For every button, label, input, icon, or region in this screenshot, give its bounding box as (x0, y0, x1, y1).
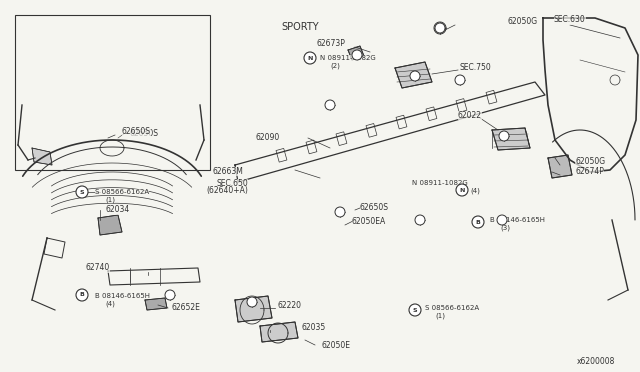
Text: 62663M: 62663M (212, 167, 243, 176)
Polygon shape (235, 296, 272, 322)
Text: x6200008: x6200008 (577, 357, 615, 366)
Polygon shape (98, 215, 122, 235)
Text: S: S (80, 189, 84, 195)
Text: SEC.630: SEC.630 (554, 16, 586, 25)
Circle shape (435, 23, 445, 33)
Text: 62050E: 62050E (322, 340, 351, 350)
Text: 62034: 62034 (105, 205, 129, 215)
Text: B 08146-6165H: B 08146-6165H (490, 217, 545, 223)
Text: S 08566-6162A: S 08566-6162A (95, 189, 149, 195)
Text: B 08146-6165H: B 08146-6165H (95, 293, 150, 299)
Circle shape (335, 207, 345, 217)
Text: 62050G: 62050G (575, 157, 605, 167)
Text: 62650S: 62650S (360, 203, 389, 212)
Text: SEC.650: SEC.650 (216, 179, 248, 187)
Bar (456, 99, 467, 112)
Text: 62740: 62740 (86, 263, 110, 273)
Circle shape (247, 297, 257, 307)
Text: 62220: 62220 (278, 301, 302, 310)
Polygon shape (145, 298, 167, 310)
Text: (2): (2) (330, 63, 340, 69)
Bar (366, 124, 377, 137)
Circle shape (455, 75, 465, 85)
Text: S: S (413, 308, 417, 312)
Text: (4): (4) (105, 301, 115, 307)
Circle shape (409, 304, 421, 316)
Bar (306, 140, 317, 154)
Text: (3): (3) (500, 225, 510, 231)
Text: N: N (460, 187, 465, 192)
Text: SPORTY: SPORTY (281, 22, 319, 32)
Bar (336, 132, 347, 145)
Text: N: N (307, 55, 313, 61)
Circle shape (410, 71, 420, 81)
Bar (396, 115, 407, 129)
Text: (1): (1) (435, 313, 445, 319)
Circle shape (499, 131, 509, 141)
Polygon shape (492, 128, 530, 150)
Text: (4): (4) (470, 188, 480, 194)
Text: N 08911-1082G: N 08911-1082G (320, 55, 376, 61)
Bar (15, 15, 210, 170)
Text: 62090: 62090 (256, 132, 280, 141)
Text: S 08566-6162A: S 08566-6162A (425, 305, 479, 311)
Circle shape (415, 215, 425, 225)
Text: (62640+A): (62640+A) (206, 186, 248, 196)
Bar (426, 107, 437, 121)
Text: N 08911-1082G: N 08911-1082G (412, 180, 468, 186)
Polygon shape (395, 62, 432, 88)
Circle shape (165, 290, 175, 300)
Circle shape (76, 289, 88, 301)
Circle shape (497, 215, 507, 225)
Circle shape (352, 50, 362, 60)
Polygon shape (32, 148, 52, 165)
Circle shape (304, 52, 316, 64)
Text: 62652E: 62652E (172, 304, 201, 312)
Bar (486, 90, 497, 104)
Circle shape (472, 216, 484, 228)
Text: 62022: 62022 (458, 110, 482, 119)
Bar (276, 148, 287, 162)
Circle shape (456, 184, 468, 196)
Polygon shape (348, 46, 364, 60)
Text: 62035: 62035 (302, 324, 326, 333)
Text: 62050EA: 62050EA (352, 218, 387, 227)
Polygon shape (548, 155, 572, 178)
Text: 62050G: 62050G (508, 17, 538, 26)
Text: B: B (79, 292, 84, 298)
Text: B: B (476, 219, 481, 224)
Circle shape (76, 186, 88, 198)
Text: 62650S: 62650S (122, 128, 151, 137)
Text: (1): (1) (105, 197, 115, 203)
Text: 62650S: 62650S (130, 128, 159, 138)
Text: SEC.750: SEC.750 (460, 64, 492, 73)
Text: 62674P: 62674P (575, 167, 604, 176)
Text: 62673P: 62673P (316, 39, 345, 48)
Circle shape (325, 100, 335, 110)
Polygon shape (260, 322, 298, 342)
